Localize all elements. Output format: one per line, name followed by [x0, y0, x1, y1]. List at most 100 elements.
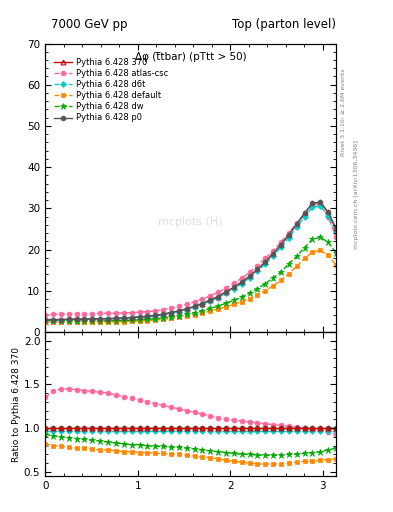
Pythia 6.428 d6t [137, 314, 142, 321]
Pythia 6.428 default [114, 319, 118, 325]
Pythia 6.428 370 [318, 199, 323, 205]
Pythia 6.428 default [51, 319, 55, 325]
Pythia 6.428 d6t [114, 316, 118, 322]
Pythia 6.428 370 [224, 289, 228, 295]
Pythia 6.428 d6t [318, 203, 323, 209]
Pythia 6.428 d6t [43, 317, 48, 323]
Pythia 6.428 atlas-csc [271, 247, 275, 253]
Pythia 6.428 atlas-csc [294, 220, 299, 226]
Pythia 6.428 atlas-csc [121, 310, 126, 316]
Pythia 6.428 default [208, 308, 213, 314]
Pythia 6.428 default [169, 315, 173, 322]
Pythia 6.428 370 [82, 316, 87, 322]
Pythia 6.428 370 [145, 313, 150, 319]
Pythia 6.428 dw [279, 269, 283, 275]
Pythia 6.428 p0 [161, 311, 165, 317]
Pythia 6.428 p0 [121, 315, 126, 321]
Pythia 6.428 d6t [98, 316, 103, 322]
Pythia 6.428 atlas-csc [43, 312, 48, 318]
Pythia 6.428 p0 [231, 284, 236, 290]
Pythia 6.428 d6t [59, 317, 63, 323]
Pythia 6.428 370 [106, 315, 110, 322]
Pythia 6.428 default [271, 283, 275, 289]
Pythia 6.428 default [66, 319, 71, 325]
Pythia 6.428 default [74, 319, 79, 325]
Pythia 6.428 atlas-csc [176, 303, 181, 309]
Pythia 6.428 atlas-csc [318, 202, 323, 208]
Pythia 6.428 370 [192, 303, 197, 309]
Pythia 6.428 atlas-csc [302, 210, 307, 217]
Pythia 6.428 atlas-csc [334, 234, 338, 240]
Pythia 6.428 atlas-csc [98, 310, 103, 316]
Pythia 6.428 d6t [74, 316, 79, 323]
Pythia 6.428 atlas-csc [137, 309, 142, 315]
Pythia 6.428 dw [318, 234, 323, 240]
Pythia 6.428 d6t [231, 286, 236, 292]
Pythia 6.428 dw [200, 308, 205, 314]
Pythia 6.428 p0 [98, 316, 103, 322]
Text: 7000 GeV pp: 7000 GeV pp [51, 18, 128, 31]
Pythia 6.428 dw [231, 297, 236, 304]
Pythia 6.428 d6t [184, 307, 189, 313]
Pythia 6.428 d6t [192, 304, 197, 310]
Pythia 6.428 p0 [74, 316, 79, 322]
Pythia 6.428 p0 [169, 310, 173, 316]
Text: Δφ (t̅tbar) (pTtt > 50): Δφ (t̅tbar) (pTtt > 50) [135, 52, 246, 62]
Pythia 6.428 370 [263, 259, 268, 265]
Pythia 6.428 370 [208, 297, 213, 303]
Pythia 6.428 p0 [216, 293, 220, 300]
Pythia 6.428 dw [114, 317, 118, 324]
Pythia 6.428 atlas-csc [145, 309, 150, 315]
Pythia 6.428 default [129, 318, 134, 325]
Pythia 6.428 default [153, 317, 158, 323]
Pythia 6.428 p0 [145, 313, 150, 319]
Pythia 6.428 dw [137, 317, 142, 323]
Pythia 6.428 atlas-csc [153, 308, 158, 314]
Line: Pythia 6.428 370: Pythia 6.428 370 [43, 200, 338, 322]
Pythia 6.428 d6t [302, 214, 307, 220]
Pythia 6.428 p0 [318, 199, 323, 205]
Pythia 6.428 default [82, 319, 87, 325]
Pythia 6.428 atlas-csc [161, 307, 165, 313]
Line: Pythia 6.428 p0: Pythia 6.428 p0 [43, 200, 338, 322]
Pythia 6.428 dw [59, 318, 63, 324]
Pythia 6.428 d6t [129, 315, 134, 321]
Pythia 6.428 dw [286, 261, 291, 267]
Pythia 6.428 370 [271, 250, 275, 257]
Pythia 6.428 d6t [161, 312, 165, 318]
Text: mcplots (H): mcplots (H) [158, 218, 223, 227]
Pythia 6.428 370 [121, 315, 126, 321]
Pythia 6.428 dw [129, 317, 134, 324]
Pythia 6.428 370 [310, 200, 315, 206]
Pythia 6.428 default [192, 311, 197, 317]
Pythia 6.428 370 [51, 316, 55, 323]
Line: Pythia 6.428 d6t: Pythia 6.428 d6t [43, 204, 338, 322]
Pythia 6.428 d6t [82, 316, 87, 323]
Pythia 6.428 p0 [224, 289, 228, 295]
Pythia 6.428 370 [66, 316, 71, 323]
Pythia 6.428 dw [90, 318, 95, 324]
Pythia 6.428 atlas-csc [59, 311, 63, 317]
Pythia 6.428 370 [90, 316, 95, 322]
Pythia 6.428 atlas-csc [239, 275, 244, 281]
Pythia 6.428 default [98, 319, 103, 325]
Pythia 6.428 d6t [145, 314, 150, 320]
Pythia 6.428 atlas-csc [279, 239, 283, 245]
Pythia 6.428 d6t [51, 317, 55, 323]
Pythia 6.428 d6t [279, 244, 283, 250]
Pythia 6.428 370 [153, 312, 158, 318]
Pythia 6.428 dw [161, 315, 165, 321]
Pythia 6.428 p0 [334, 226, 338, 232]
Pythia 6.428 atlas-csc [74, 310, 79, 316]
Pythia 6.428 dw [66, 317, 71, 324]
Pythia 6.428 p0 [271, 250, 275, 257]
Pythia 6.428 p0 [184, 306, 189, 312]
Pythia 6.428 370 [137, 314, 142, 320]
Pythia 6.428 atlas-csc [51, 311, 55, 317]
Pythia 6.428 370 [286, 231, 291, 238]
Pythia 6.428 p0 [247, 273, 252, 280]
Pythia 6.428 p0 [51, 316, 55, 323]
Pythia 6.428 atlas-csc [326, 214, 331, 220]
Pythia 6.428 atlas-csc [286, 230, 291, 236]
Pythia 6.428 dw [51, 317, 55, 324]
